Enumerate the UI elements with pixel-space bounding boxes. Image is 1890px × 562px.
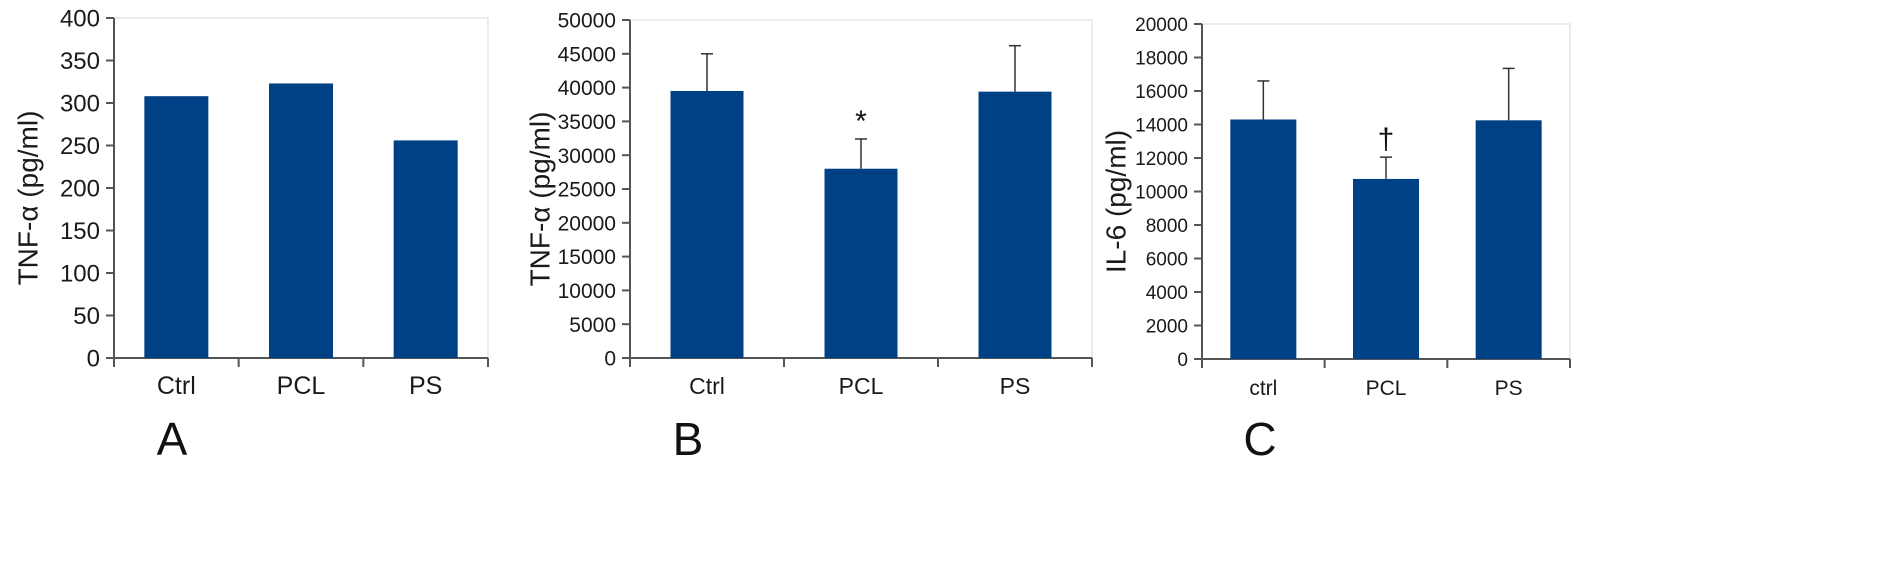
y-tick-label: 400 [60, 6, 100, 33]
panel-letter: B [673, 413, 704, 465]
y-tick-label: 12000 [1135, 149, 1188, 170]
x-tick-label: PCL [277, 372, 326, 400]
y-tick-label: 0 [1177, 350, 1188, 371]
bar [393, 140, 458, 358]
y-tick-label: 20000 [558, 212, 616, 235]
y-tick-label: 10000 [558, 280, 616, 303]
y-tick-label: 6000 [1146, 249, 1188, 270]
y-tick-label: 25000 [558, 179, 616, 202]
y-tick-label: 18000 [1135, 48, 1188, 69]
bar [824, 168, 898, 358]
y-tick-label: 0 [87, 346, 100, 373]
panel-letter: A [157, 413, 188, 465]
significance-marker: † [1378, 123, 1395, 156]
y-tick-label: 5000 [569, 314, 616, 337]
bar [1230, 119, 1297, 359]
y-axis-title: TNF-α (pg/ml) [12, 111, 43, 286]
bar [144, 96, 209, 358]
y-tick-label: 15000 [558, 246, 616, 269]
y-tick-label: 200 [60, 176, 100, 203]
x-tick-label: Ctrl [689, 373, 725, 399]
bar [1475, 120, 1542, 359]
y-tick-label: 10000 [1135, 182, 1188, 203]
y-tick-label: 2000 [1146, 316, 1188, 337]
y-tick-label: 8000 [1146, 216, 1188, 237]
x-tick-label: PCL [1366, 377, 1407, 400]
x-tick-label: PCL [839, 373, 884, 399]
x-tick-label: Ctrl [157, 372, 196, 400]
bar [1353, 178, 1419, 359]
y-tick-label: 14000 [1135, 115, 1188, 136]
panel-a: 0 50 100 150 200 250 300 350 400 Ctrl PCL PS TNF-α (… [12, 6, 489, 465]
x-tick-label: PS [1000, 373, 1031, 399]
x-tick-label: PS [409, 372, 442, 400]
y-tick-label: 40000 [558, 77, 616, 100]
y-tick-label: 250 [60, 133, 100, 160]
y-tick-label: 50000 [558, 10, 616, 33]
y-tick-label: 20000 [1135, 15, 1188, 36]
y-tick-label: 300 [60, 91, 100, 118]
y-axis-title: TNF-α (pg/ml) [524, 112, 555, 287]
y-tick-label: 150 [60, 218, 100, 245]
y-tick-label: 30000 [558, 145, 616, 168]
y-tick-label: 35000 [558, 111, 616, 134]
panel-letter: C [1243, 413, 1276, 465]
x-tick-label: ctrl [1249, 377, 1277, 400]
bar [269, 83, 333, 358]
x-tick-label: PS [1495, 377, 1523, 400]
y-tick-label: 45000 [558, 43, 616, 66]
y-tick-label: 50 [73, 303, 100, 330]
panel-b: 0 5000 10000 15000 20000 25000 30000 35000 40000… [524, 10, 1093, 465]
y-axis-title: IL-6 (pg/ml) [1100, 130, 1131, 273]
panel-c: 0 2000 4000 6000 8000 10000 12000 14000 16000 180… [1100, 15, 1571, 465]
y-tick-label: 100 [60, 261, 100, 288]
y-tick-label: 4000 [1146, 283, 1188, 304]
bar [978, 91, 1052, 358]
bar [670, 90, 744, 358]
y-tick-label: 0 [604, 348, 616, 371]
y-tick-label: 16000 [1135, 82, 1188, 103]
y-tick-label: 350 [60, 48, 100, 75]
significance-marker: * [855, 105, 867, 138]
